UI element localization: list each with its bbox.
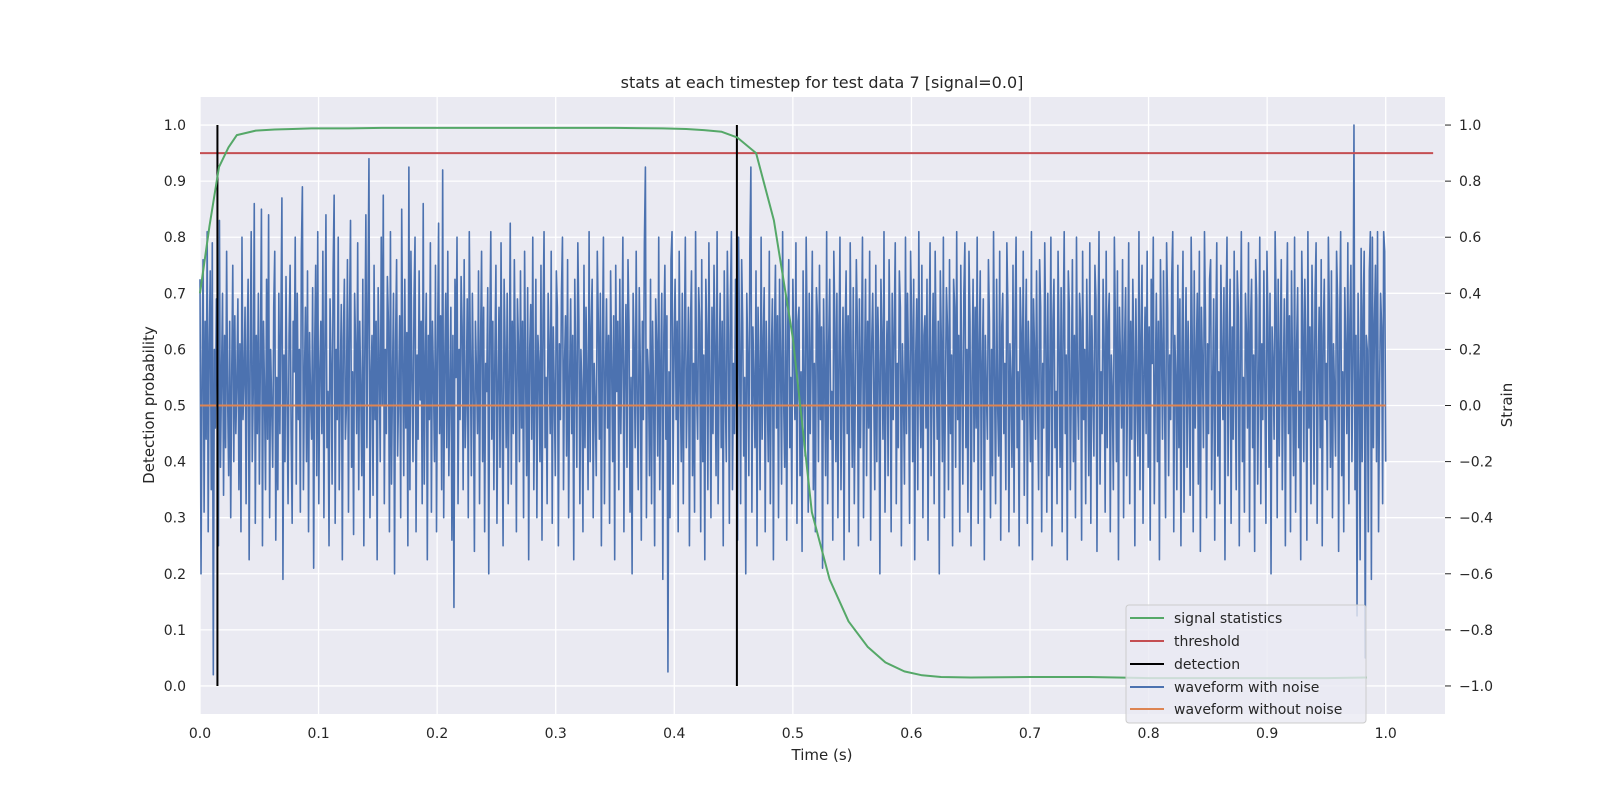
y-right-tick-label: 0.0 bbox=[1459, 399, 1481, 415]
y-tick-label: 0.7 bbox=[164, 286, 186, 302]
y-tick-label: 0.6 bbox=[164, 342, 186, 358]
y-right-axis-label: Strain bbox=[1498, 383, 1516, 427]
y-tick-label: 0.5 bbox=[164, 399, 186, 415]
series-signal-statistics bbox=[199, 126, 1367, 680]
y-right-tick-label: 0.4 bbox=[1459, 286, 1481, 302]
legend-label-threshold: threshold bbox=[1174, 634, 1240, 650]
ticks: 0.0 0.1 0.2 0.3 0.4 0.5 0.6 0.7 0.8 0.9 1.0 0.0 0.1 0… bbox=[164, 118, 1493, 742]
y-right-tick-label: 0.2 bbox=[1459, 342, 1481, 358]
plot-lines bbox=[199, 124, 1434, 686]
x-tick-label: 0.5 bbox=[782, 726, 804, 742]
x-tick-label: 0.9 bbox=[1256, 726, 1278, 742]
y-tick-label: 0.3 bbox=[164, 511, 186, 527]
x-tick-label: 0.6 bbox=[900, 726, 922, 742]
y-right-tick-label: −0.6 bbox=[1459, 567, 1493, 583]
y-tick-label: 0.2 bbox=[164, 567, 186, 583]
y-right-tick-label: −0.8 bbox=[1459, 623, 1493, 639]
y-right-tick-label: −1.0 bbox=[1459, 679, 1493, 695]
y-tick-label: 0.0 bbox=[164, 679, 186, 695]
x-tick-label: 0.4 bbox=[663, 726, 685, 742]
y-right-tick-label: 0.6 bbox=[1459, 230, 1481, 246]
chart-title: stats at each timestep for test data 7 [… bbox=[621, 73, 1024, 92]
y-tick-label: 0.8 bbox=[164, 230, 186, 246]
x-tick-label: 0.1 bbox=[307, 726, 329, 742]
series-waveform-with-noise bbox=[199, 124, 1387, 676]
x-axis-label: Time (s) bbox=[791, 746, 853, 764]
x-tick-label: 0.2 bbox=[426, 726, 448, 742]
legend-label-waveform-with-noise: waveform with noise bbox=[1174, 680, 1319, 696]
y-right-tick-label: 1.0 bbox=[1459, 118, 1481, 134]
x-tick-label: 0.7 bbox=[1019, 726, 1041, 742]
y-tick-label: 1.0 bbox=[164, 118, 186, 134]
y-right-tick-label: −0.2 bbox=[1459, 455, 1493, 471]
legend: signal statistics threshold detection wa… bbox=[1125, 604, 1367, 724]
x-tick-label: 0.0 bbox=[189, 726, 211, 742]
x-tick-label: 0.8 bbox=[1137, 726, 1159, 742]
legend-box bbox=[1125, 604, 1367, 724]
x-tick-label: 0.3 bbox=[545, 726, 567, 742]
y-tick-label: 0.1 bbox=[164, 623, 186, 639]
legend-label-signal-statistics: signal statistics bbox=[1174, 611, 1282, 627]
y-axis-label: Detection probability bbox=[140, 326, 158, 484]
legend-label-detection: detection bbox=[1174, 657, 1240, 673]
y-right-tick-label: −0.4 bbox=[1459, 511, 1493, 527]
y-tick-label: 0.4 bbox=[164, 455, 186, 471]
y-tick-label: 0.9 bbox=[164, 174, 186, 190]
legend-label-waveform-without-noise: waveform without noise bbox=[1174, 702, 1342, 718]
x-tick-label: 1.0 bbox=[1375, 726, 1397, 742]
y-right-tick-label: 0.8 bbox=[1459, 174, 1481, 190]
